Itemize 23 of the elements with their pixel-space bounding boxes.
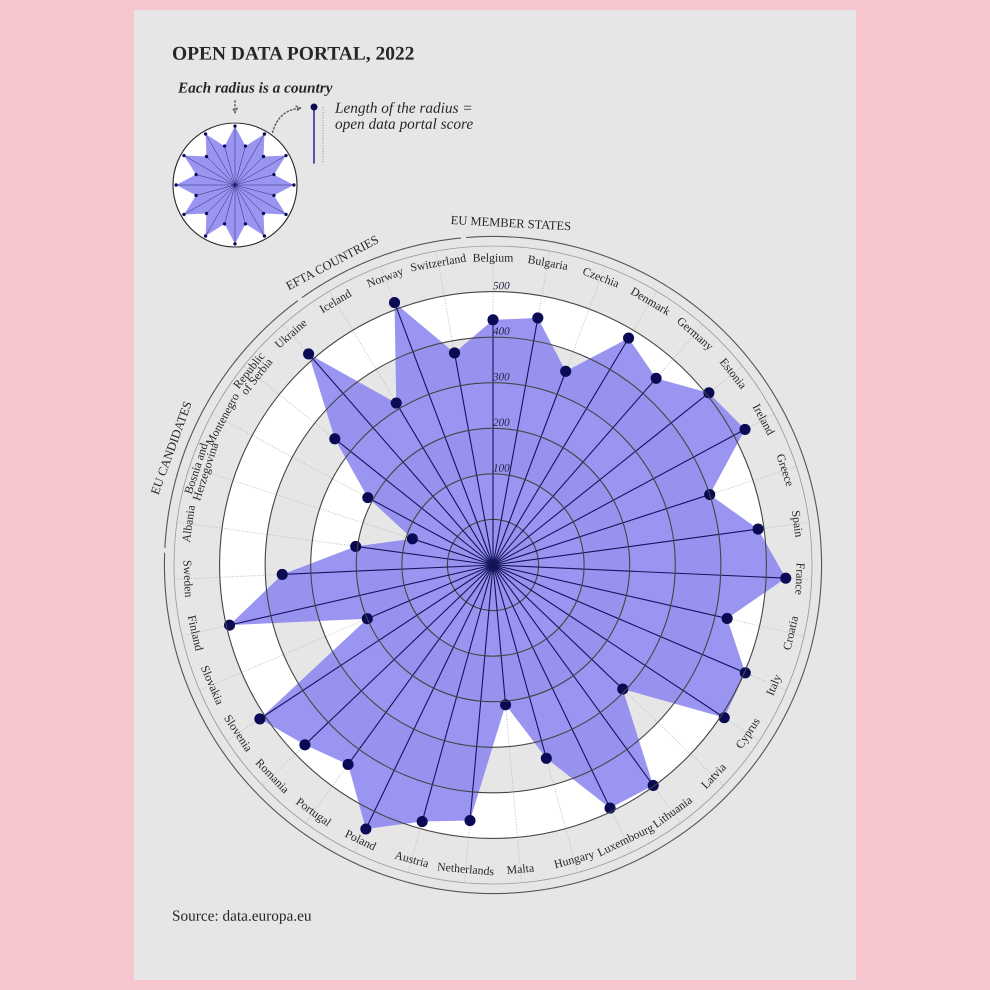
spoke-label: Croatia <box>782 615 798 650</box>
spoke-label: Albania <box>182 504 195 543</box>
y-tick-label: 500 <box>493 282 510 290</box>
spoke-label: Bulgaria <box>527 254 568 273</box>
spoke-label: Malta <box>506 863 534 874</box>
text: Each radius is a country <box>178 82 333 96</box>
text: EU MEMBER STATES <box>450 216 571 230</box>
spoke-label: Switzerland <box>410 253 466 272</box>
spoke-label: Czechia <box>582 266 620 288</box>
spoke-label: Italy <box>766 673 784 698</box>
spoke-label: France <box>795 562 805 595</box>
spoke-label: Austria <box>394 850 430 868</box>
spoke-label: Netherlands <box>437 862 494 876</box>
chart-title: OPEN DATA PORTAL, 2022 <box>172 46 414 63</box>
spoke-label: Belgium <box>473 253 514 264</box>
spoke-label: Finland <box>188 614 204 652</box>
y-tick-label: 100 <box>493 464 510 472</box>
spoke-label: Hungary <box>554 850 596 871</box>
spoke-label: Sweden <box>183 560 194 598</box>
source-note: Source: data.europa.eu <box>173 910 312 924</box>
spoke-label: Greece <box>776 453 794 487</box>
spoke-label: Spain <box>789 510 804 538</box>
text: Length of the radius = open data portal score <box>334 102 473 132</box>
